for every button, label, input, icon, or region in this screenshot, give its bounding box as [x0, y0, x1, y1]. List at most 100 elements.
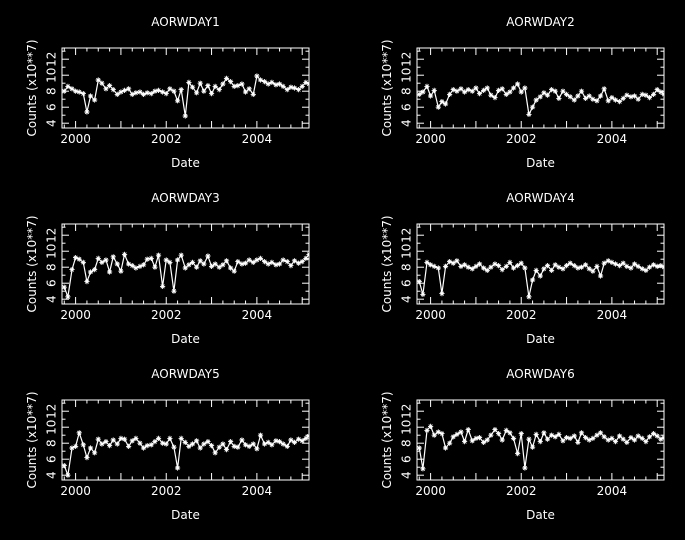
panel-5-data-point: [284, 443, 290, 449]
panel-1-data-point: [250, 91, 256, 97]
panel-6-data-point: [461, 439, 468, 445]
panel-5-data-point: [129, 438, 135, 444]
panel-4-data-point: [492, 261, 498, 267]
panel-2-data-point: [492, 95, 498, 101]
panel-6-data-point: [612, 439, 619, 445]
panel-3-data-point: [231, 268, 237, 274]
panel-6-data-point: [507, 430, 513, 436]
panel-6-data-point: [465, 427, 471, 433]
panel-5-data-point: [212, 450, 218, 456]
panel-4-data-point: [469, 266, 475, 272]
panel-1-data-point: [148, 91, 154, 97]
panel-3-data-point: [110, 254, 116, 260]
panel-2-data-point: [442, 101, 449, 107]
panel-3-data-point: [269, 259, 275, 265]
panel-4-data-point: [488, 264, 494, 270]
panel-4-data-point: [578, 264, 585, 270]
panel-1-data-point: [303, 79, 309, 85]
panel-3-series-line: [63, 252, 309, 300]
panel-2-xtick-label: 2000: [415, 132, 446, 146]
panel-4-data-point: [658, 263, 664, 269]
panel-3-data-point: [118, 268, 124, 274]
panel-5-xtick-label: 2004: [242, 484, 273, 498]
panel-6-data-point: [544, 436, 551, 442]
panel-1-data-point: [273, 82, 279, 88]
panel-6-data-point: [417, 445, 422, 451]
panel-2-xtick-label: 2004: [597, 132, 628, 146]
panel-2-data-point: [431, 87, 437, 93]
panel-2-data-point: [578, 88, 585, 94]
panel-6-data-point: [541, 430, 547, 436]
panel-5-data-point: [197, 445, 203, 451]
panel-3-data-point: [194, 264, 200, 270]
panel-5-xtick-label: 2002: [151, 484, 182, 498]
panel-1-data-point: [110, 87, 116, 93]
panel-4-data-point: [654, 263, 660, 269]
panel-3-data-point: [87, 269, 94, 275]
panel-4-data-point: [424, 259, 430, 265]
panel-5-data-point: [223, 447, 230, 453]
panel-5-data-point: [137, 440, 143, 446]
panel-4-data-point: [481, 265, 487, 271]
panel-2-data-point: [537, 94, 543, 100]
panel-2-data-point: [597, 93, 604, 99]
panel-1-data-point: [220, 81, 226, 87]
panel-5-data-point: [216, 444, 222, 450]
panel-6-data-point: [499, 437, 505, 443]
panel-6-data-point: [450, 434, 456, 440]
panel-1-data-point: [167, 86, 173, 92]
panel-2-data-point: [650, 91, 657, 97]
panel-1-data-point: [208, 91, 215, 97]
panel-3-data-point: [69, 267, 75, 273]
panel-2-data-point: [507, 89, 513, 95]
panel-2-frame: [416, 47, 665, 129]
panel-4-data-point: [454, 258, 460, 264]
panel-2-data-point: [526, 111, 532, 117]
panel-1-data-point: [276, 81, 283, 87]
panel-5-data-point: [254, 446, 260, 452]
panel-6-data-point: [420, 466, 426, 472]
panel-4-data-point: [628, 265, 634, 271]
panel-5-ytick-label: 8: [45, 439, 59, 447]
panel-1-ytick-label: 12: [45, 52, 59, 67]
panel-1-data-point: [189, 84, 196, 90]
panel-2-data-point: [620, 95, 626, 101]
panel-6-data-point: [643, 439, 649, 445]
panel-5-data-point: [273, 438, 279, 444]
panel-1-title: AORWDAY1: [151, 15, 219, 29]
panel-4-data-point: [563, 263, 570, 269]
panel-2-series-line: [418, 82, 664, 117]
panel-5-data-point: [171, 444, 177, 450]
panel-4-data-point: [417, 279, 422, 285]
panel-4-data-point: [465, 264, 471, 270]
panel-2-data-point: [624, 92, 630, 98]
panel-2-data-point: [427, 93, 434, 99]
panel-5-data-point: [182, 439, 188, 445]
panel-3-data-point: [220, 262, 226, 268]
panel-6-data-point: [631, 437, 638, 443]
panel-3-data-point: [95, 255, 101, 261]
panel-3-data-point: [99, 259, 105, 265]
panel-4-data-point: [560, 266, 566, 272]
panel-1-data-point: [239, 81, 245, 87]
panel-3-data-point: [223, 258, 230, 264]
panel-1-data-point: [72, 88, 79, 94]
panel-6-data-point: [488, 432, 494, 438]
panel-3-frame: [61, 223, 310, 305]
panel-6-xtick-label: 2004: [597, 484, 628, 498]
panel-6-title: AORWDAY6: [506, 367, 574, 381]
panel-2-data-point: [571, 97, 577, 103]
panel-4-xtick-label: 2004: [597, 308, 628, 322]
panel-3-data-point: [80, 259, 86, 265]
panel-5-frame: [61, 399, 310, 481]
panel-4-xtick-label: 2000: [415, 308, 446, 322]
panel-2-data-point: [450, 87, 456, 93]
panel-5-data-point: [246, 443, 252, 449]
panel-2-data-point: [488, 92, 494, 98]
panel-5-data-point: [65, 472, 71, 478]
panel-6-data-point: [571, 433, 577, 439]
panel-3-data-point: [160, 283, 166, 289]
panel-4-data-point: [549, 267, 555, 273]
panel-2-data-point: [549, 87, 555, 93]
